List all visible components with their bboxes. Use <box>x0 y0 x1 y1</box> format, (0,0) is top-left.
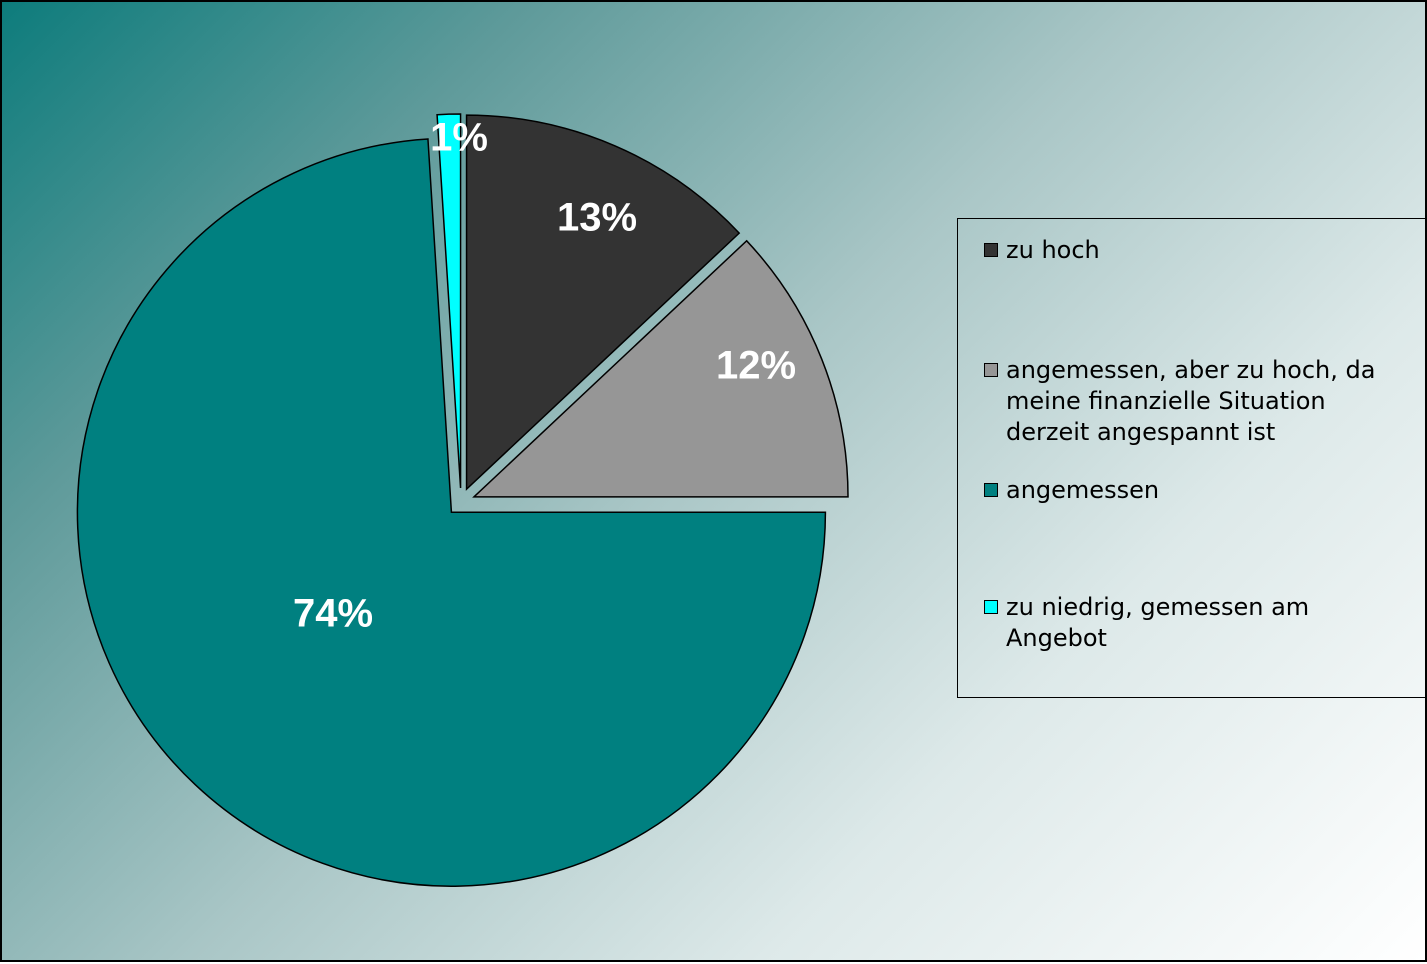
pie-slice-3 <box>436 113 462 489</box>
pie-slice-0 <box>465 114 741 491</box>
pie-slice-1 <box>472 239 849 498</box>
legend: zu hoch angemessen, aber zu hoch, da mei… <box>957 218 1427 698</box>
legend-label: angemessen <box>1006 476 1160 504</box>
legend-label: zu hoch <box>1006 236 1100 264</box>
pie-slice-2 <box>76 138 827 887</box>
pie-data-label-3: 1% <box>430 116 488 160</box>
legend-label: angemessen, aber zu hoch, da meine finan… <box>1006 356 1376 446</box>
legend-item-angemessen-aber-zu-hoch: angemessen, aber zu hoch, da meine finan… <box>984 355 1427 448</box>
legend-swatch <box>984 363 998 377</box>
legend-item-angemessen: angemessen <box>984 475 1427 506</box>
legend-label: zu niedrig, gemessen am Angebot <box>1006 593 1310 652</box>
legend-swatch <box>984 243 998 257</box>
legend-item-zu-niedrig: zu niedrig, gemessen am Angebot <box>984 592 1427 654</box>
pie-data-label-0: 13% <box>557 196 637 240</box>
legend-item-zu-hoch: zu hoch <box>984 235 1427 266</box>
pie-data-label-1: 12% <box>716 344 796 388</box>
pie-data-label-2: 74% <box>293 592 373 636</box>
legend-swatch <box>984 600 998 614</box>
legend-swatch <box>984 483 998 497</box>
